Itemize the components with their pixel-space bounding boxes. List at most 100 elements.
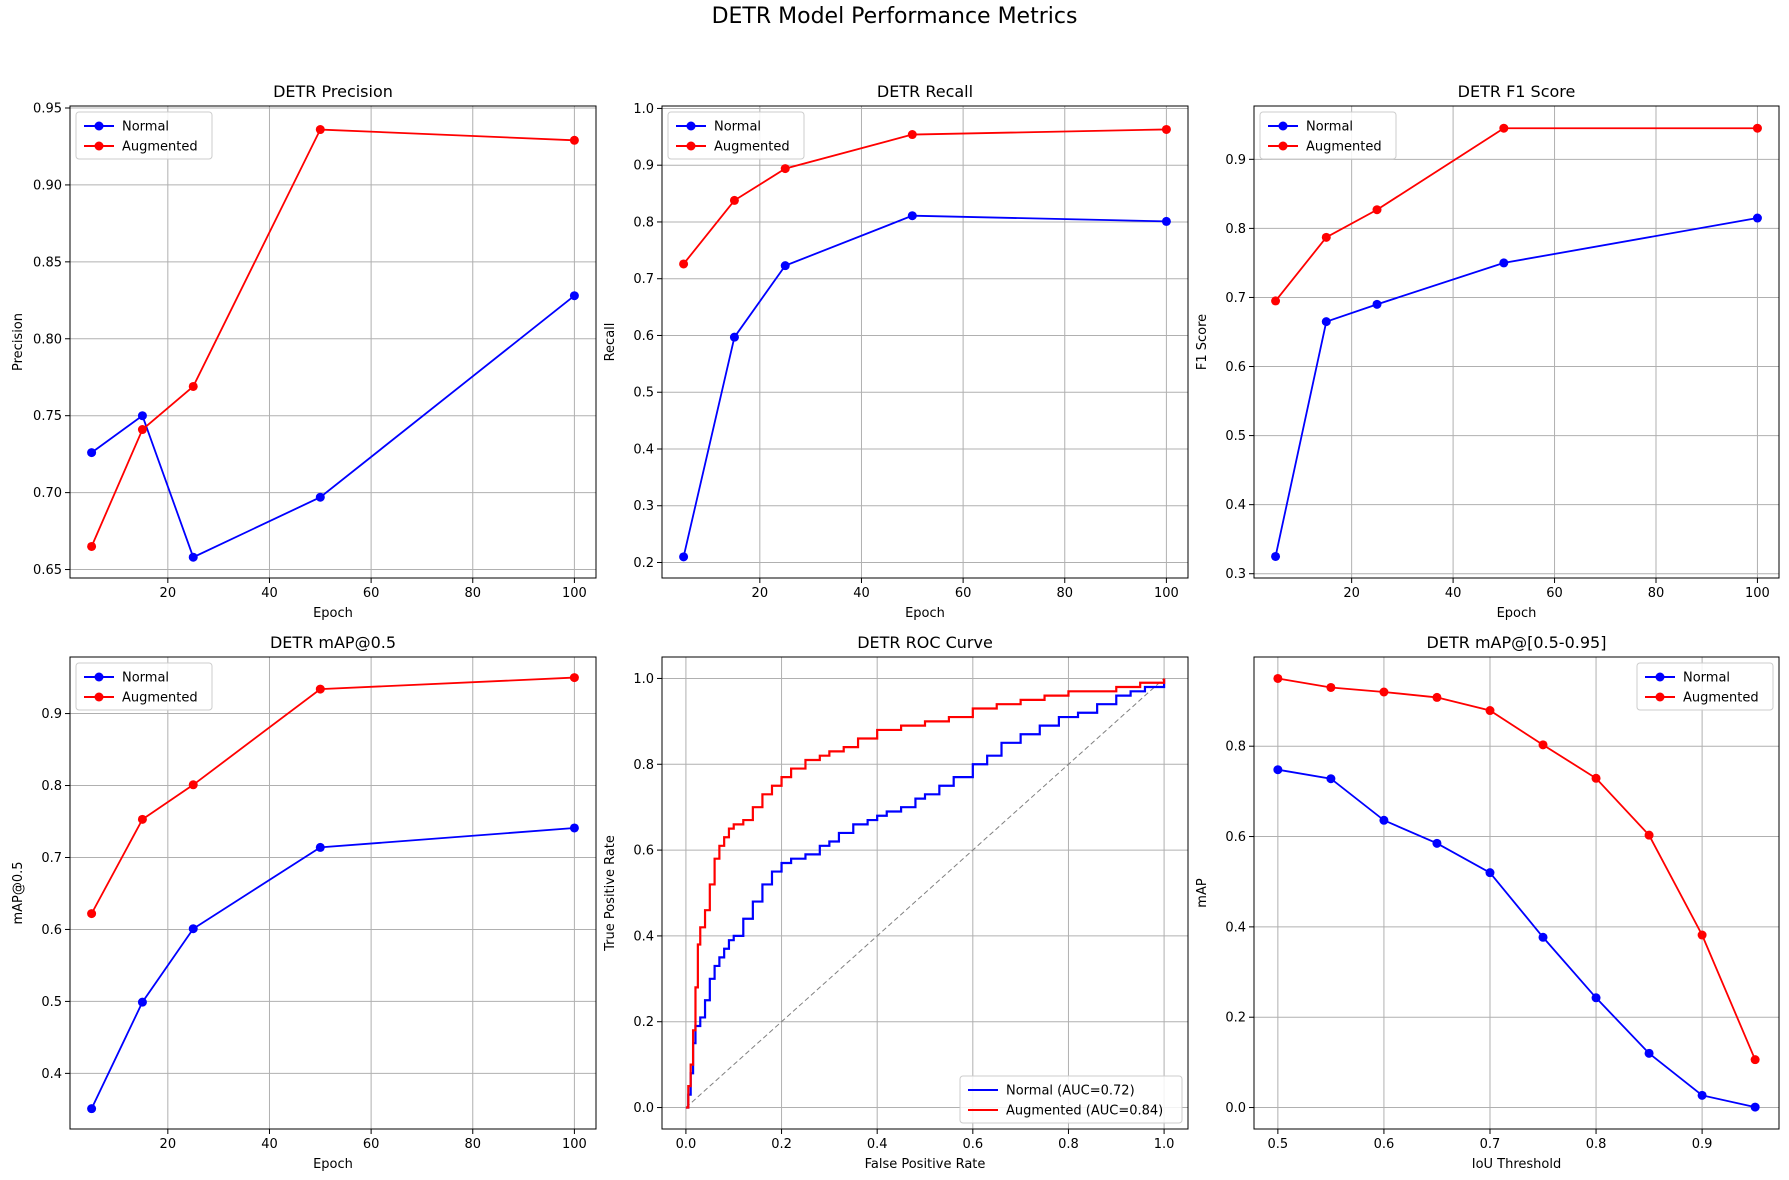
x-tick-label: 60 <box>955 586 972 601</box>
x-tick-label: 0.4 <box>867 1137 888 1152</box>
legend-label: Augmented <box>122 140 198 155</box>
x-tick-label: 80 <box>1648 586 1665 601</box>
data-point <box>679 552 689 562</box>
data-point <box>188 780 198 790</box>
y-tick-label: 0.65 <box>33 563 62 578</box>
data-point <box>137 997 147 1007</box>
legend-box <box>75 662 213 711</box>
data-point <box>87 541 97 551</box>
x-tick-label: 100 <box>562 586 587 601</box>
legend-box <box>667 111 805 160</box>
x-axis-label: IoU Threshold <box>1472 1157 1562 1172</box>
panel-title: DETR Recall <box>877 82 973 101</box>
legend-label: Normal <box>714 120 761 135</box>
data-point <box>1538 740 1548 750</box>
data-point <box>1538 932 1548 942</box>
data-point <box>1485 706 1495 716</box>
data-point <box>907 130 917 140</box>
legend-label: Normal <box>122 671 169 686</box>
data-point <box>1432 692 1442 702</box>
x-tick-label: 100 <box>1154 586 1179 601</box>
chart-panel-3: 20 40 60 80 100 0.3 0.4 0.5 0.6 0.7 0.8 0.9 DETR F1 … <box>1195 82 1780 621</box>
series-line-normal <box>90 827 575 1110</box>
data-point <box>1326 774 1336 784</box>
legend-label: Augmented (AUC=0.84) <box>1006 1104 1163 1119</box>
x-tick-label: 0.2 <box>771 1137 792 1152</box>
data-point <box>1372 299 1382 309</box>
data-point <box>87 1104 97 1114</box>
y-tick-label: 0.3 <box>633 499 654 514</box>
chart-panel-5: 0.0 0.2 0.4 0.6 0.8 1.0 0.0 0.2 0.4 0.6 0.8 1.0 DETR… <box>603 633 1189 1172</box>
x-tick-label: 0.9 <box>1692 1137 1713 1152</box>
y-tick-label: 0.6 <box>633 329 654 344</box>
data-point <box>569 135 579 145</box>
data-point <box>569 673 579 683</box>
data-point <box>1697 1090 1707 1100</box>
plot-frame <box>69 656 597 1130</box>
data-point <box>1499 258 1509 268</box>
plot-frame <box>1253 656 1780 1130</box>
x-tick-label: 0.8 <box>1586 1137 1607 1152</box>
legend-box <box>1636 662 1774 711</box>
y-tick-label: 0.8 <box>633 215 654 230</box>
data-point <box>1485 868 1495 878</box>
series-line-augmented <box>1277 677 1756 1061</box>
legend-box <box>1259 111 1397 160</box>
y-axis-label: Recall <box>603 323 618 362</box>
legend-marker <box>1278 141 1288 151</box>
data-point <box>679 259 689 269</box>
data-point <box>1752 213 1762 223</box>
legend-marker <box>686 141 696 151</box>
x-tick-label: 60 <box>363 586 380 601</box>
y-tick-label: 0.7 <box>41 851 62 866</box>
data-point <box>315 842 325 852</box>
chart-panel-1: 20 40 60 80 100 0.65 0.70 0.75 0.80 0.85 0.90 0.95 D… <box>11 82 597 621</box>
data-point <box>188 381 198 391</box>
chance-diagonal <box>685 678 1165 1108</box>
data-point <box>1750 1055 1760 1065</box>
data-point <box>137 425 147 435</box>
y-tick-label: 0.7 <box>633 272 654 287</box>
y-tick-label: 0.4 <box>41 1067 62 1082</box>
y-tick-label: 1.0 <box>633 672 654 687</box>
y-tick-label: 0.2 <box>1225 1011 1246 1026</box>
y-tick-label: 0.8 <box>1225 740 1246 755</box>
legend-marker <box>1278 121 1288 131</box>
x-tick-label: 20 <box>1343 586 1360 601</box>
data-point <box>1750 1102 1760 1112</box>
series-line-normal <box>91 294 575 559</box>
y-tick-label: 0.5 <box>1225 429 1246 444</box>
y-tick-label: 0.0 <box>633 1101 654 1116</box>
data-point <box>1161 124 1171 134</box>
y-tick-label: 0.5 <box>41 995 62 1010</box>
data-point <box>137 411 147 421</box>
y-tick-label: 0.2 <box>633 556 654 571</box>
legend-marker <box>94 692 104 702</box>
legend-box <box>75 111 213 160</box>
legend: Normal (AUC=0.72) Augmented (AUC=0.84) <box>959 1075 1183 1124</box>
data-point <box>1273 673 1283 683</box>
x-tick-label: 0.8 <box>1058 1137 1079 1152</box>
x-axis-label: Epoch <box>313 606 353 621</box>
y-tick-label: 0.70 <box>33 486 62 501</box>
legend-marker <box>94 672 104 682</box>
y-tick-label: 0.7 <box>1225 291 1246 306</box>
legend: Normal Augmented <box>75 111 213 160</box>
data-point <box>188 924 198 934</box>
data-point <box>1432 838 1442 848</box>
y-tick-label: 0.4 <box>633 929 654 944</box>
series-line-normal <box>685 678 1166 1109</box>
legend-label: Augmented <box>122 691 198 706</box>
legend-marker <box>686 121 696 131</box>
x-tick-label: 0.7 <box>1480 1137 1501 1152</box>
y-tick-label: 0.85 <box>33 255 62 270</box>
y-tick-label: 0.4 <box>633 442 654 457</box>
data-point <box>729 332 739 342</box>
y-axis-label: mAP@0.5 <box>11 861 26 924</box>
x-axis-label: Epoch <box>1497 606 1537 621</box>
x-tick-label: 20 <box>160 1137 177 1152</box>
x-tick-label: 40 <box>261 1137 278 1152</box>
data-point <box>569 291 579 301</box>
data-point <box>1499 123 1509 133</box>
x-tick-label: 0.6 <box>962 1137 983 1152</box>
